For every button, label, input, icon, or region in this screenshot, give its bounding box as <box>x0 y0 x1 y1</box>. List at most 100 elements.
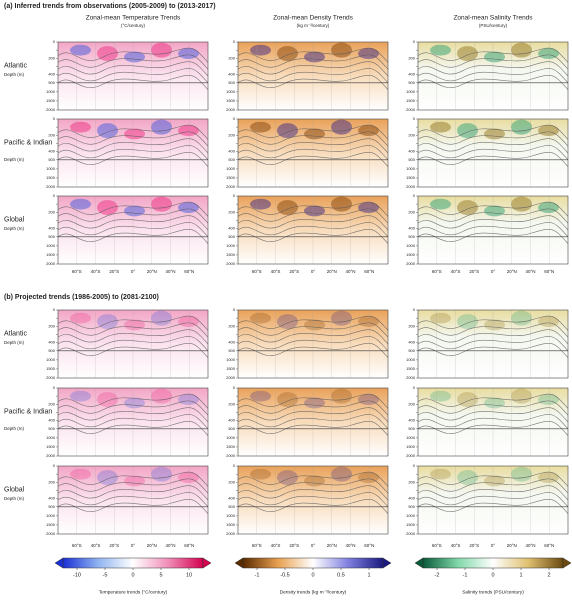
colorbar <box>242 557 384 569</box>
field-patch <box>97 46 118 62</box>
depth-tick-label: 0 <box>233 116 236 121</box>
depth-tick-label: 200 <box>48 55 55 60</box>
colorbar-tick-label: -1 <box>463 572 468 578</box>
field-patch <box>97 314 118 330</box>
panel: 0 200 400 500 1000 1500 2000 60°S 40°S 20°S 0° 20°N… <box>406 463 569 548</box>
depth-tick-label: 1000 <box>226 166 236 171</box>
lat-tick-label: 0° <box>131 269 136 274</box>
depth-tick-label: 1000 <box>46 243 56 248</box>
depth-tick-label: 0 <box>233 193 236 198</box>
depth-tick-label: 1500 <box>46 175 56 180</box>
field-patch <box>97 200 118 216</box>
depth-tick-label: 0 <box>233 463 236 468</box>
depth-tick-label: 400 <box>48 226 55 231</box>
depth-tick-label: 200 <box>228 132 235 137</box>
field-patch <box>457 470 478 486</box>
depth-tick-label: 1500 <box>226 522 236 527</box>
depth-tick-label: 1000 <box>46 89 56 94</box>
field-patch <box>70 312 91 324</box>
depth-tick-label: 200 <box>408 132 415 137</box>
field-patch <box>277 123 298 139</box>
lat-tick-label: 60°N <box>184 543 194 548</box>
depth-tick-label: 2000 <box>46 107 56 112</box>
colorbar-end <box>414 557 424 569</box>
colorbar-tick-label: -5 <box>103 572 108 578</box>
row-label: Atlantic <box>4 63 27 70</box>
field-patch <box>511 310 532 326</box>
depth-tick-label: 1000 <box>406 513 416 518</box>
field-patch <box>511 388 532 404</box>
lat-tick-label: 20°N <box>507 543 517 548</box>
lat-tick-label: 60°N <box>544 543 554 548</box>
depth-tick-label: 1000 <box>226 243 236 248</box>
depth-tick-label: 0 <box>53 39 56 44</box>
depth-tick-label: 500 <box>48 80 55 85</box>
lat-tick-label: 20°N <box>147 269 157 274</box>
lat-tick-label: 40°S <box>271 543 281 548</box>
depth-tick-label: 500 <box>408 234 415 239</box>
depth-tick-label: 1500 <box>406 522 416 527</box>
depth-tick-label: 1500 <box>226 366 236 371</box>
field-patch <box>430 312 451 324</box>
depth-tick-label: 400 <box>408 496 415 501</box>
colorbar-tick-label: -1 <box>255 572 260 578</box>
depth-tick-label: 2000 <box>406 453 416 458</box>
lat-tick-label: 40°N <box>165 543 175 548</box>
field-patch <box>151 42 172 58</box>
field-patch <box>430 390 451 402</box>
lat-tick-label: 60°N <box>544 269 554 274</box>
column-units: (°C/century) <box>121 23 146 28</box>
field-patch <box>457 200 478 216</box>
lat-tick-label: 40°S <box>271 269 281 274</box>
column-title: Zonal-mean Salinity Trends <box>453 15 533 22</box>
depth-tick-label: 1000 <box>406 243 416 248</box>
depth-tick-label: 0 <box>53 193 56 198</box>
depth-tick-label: 1500 <box>226 444 236 449</box>
depth-tick-label: 1000 <box>46 357 56 362</box>
row-units: Depth (m) <box>4 426 25 431</box>
colorbar <box>62 557 204 569</box>
colorbar-tick-label: 0 <box>131 572 134 578</box>
row-units: Depth (m) <box>4 340 25 345</box>
field-patch <box>250 390 271 402</box>
depth-tick-label: 0 <box>53 385 56 390</box>
field-patch <box>277 392 298 408</box>
field-patch <box>250 468 271 480</box>
depth-tick-label: 2000 <box>46 261 56 266</box>
field-patch <box>331 466 352 482</box>
depth-tick-label: 500 <box>408 426 415 431</box>
depth-tick-label: 200 <box>48 323 55 328</box>
row-label: Atlantic <box>4 331 27 338</box>
colorbar-tick-label: 1 <box>519 572 522 578</box>
depth-tick-label: 0 <box>413 385 416 390</box>
panel: 0 200 400 500 1000 1500 2000 <box>406 39 569 112</box>
row-units: Depth (m) <box>4 72 25 77</box>
colorbar <box>422 557 564 569</box>
depth-tick-label: 400 <box>408 418 415 423</box>
depth-tick-label: 2000 <box>406 261 416 266</box>
depth-tick-label: 2000 <box>406 184 416 189</box>
field-patch <box>97 123 118 139</box>
depth-tick-label: 500 <box>48 157 55 162</box>
field-patch <box>70 121 91 133</box>
depth-tick-label: 500 <box>408 504 415 509</box>
depth-tick-label: 1000 <box>46 435 56 440</box>
lat-tick-label: 20°S <box>109 543 119 548</box>
depth-tick-label: 400 <box>48 340 55 345</box>
lat-tick-label: 20°S <box>109 269 119 274</box>
depth-tick-label: 200 <box>48 209 55 214</box>
field-patch <box>511 196 532 212</box>
colorbar-tick-label: 10 <box>186 572 192 578</box>
depth-tick-label: 0 <box>233 385 236 390</box>
lat-tick-label: 40°S <box>91 269 101 274</box>
depth-tick-label: 500 <box>228 348 235 353</box>
depth-tick-label: 400 <box>408 340 415 345</box>
field-patch <box>250 121 271 133</box>
colorbar-label: Salinity trends (PSU/century) <box>462 589 524 595</box>
depth-tick-label: 1500 <box>226 252 236 257</box>
depth-tick-label: 1000 <box>46 166 56 171</box>
depth-tick-label: 400 <box>48 72 55 77</box>
field-patch <box>430 468 451 480</box>
colorbar-tick-label: -10 <box>73 572 81 578</box>
depth-tick-label: 400 <box>408 72 415 77</box>
